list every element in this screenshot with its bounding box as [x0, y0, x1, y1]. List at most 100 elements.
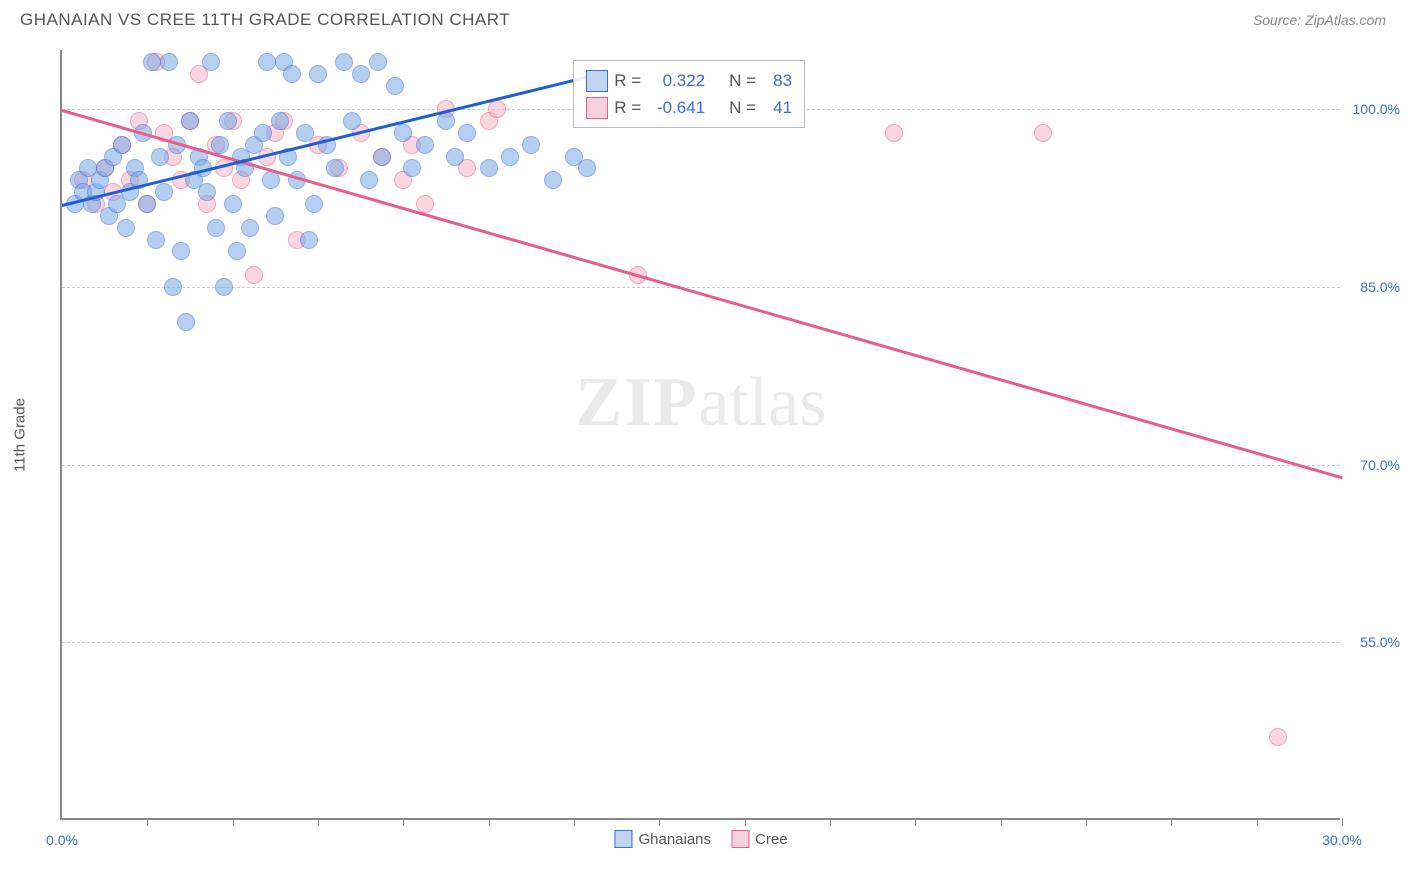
ghanaians-swatch-icon: [586, 70, 608, 92]
xtick: [574, 818, 575, 826]
n-value: 41: [762, 94, 792, 121]
data-point: [544, 171, 562, 189]
xtick: [147, 818, 148, 826]
data-point: [245, 266, 263, 284]
cree-swatch-icon: [586, 97, 608, 119]
data-point: [394, 124, 412, 142]
xtick: [1342, 818, 1343, 826]
data-point: [138, 195, 156, 213]
xtick: [318, 818, 319, 826]
legend-item: Ghanaians: [614, 830, 711, 848]
watermark: ZIPatlas: [576, 363, 827, 443]
y-axis-label: 11th Grade: [12, 398, 29, 472]
data-point: [177, 313, 195, 331]
data-point: [403, 159, 421, 177]
data-point: [155, 183, 173, 201]
data-point: [373, 148, 391, 166]
data-point: [215, 278, 233, 296]
data-point: [480, 159, 498, 177]
data-point: [522, 136, 540, 154]
data-point: [219, 112, 237, 130]
data-point: [437, 112, 455, 130]
gridline: [62, 287, 1340, 288]
data-point: [266, 207, 284, 225]
legend-label: Cree: [755, 831, 788, 848]
r-value: 0.322: [647, 67, 705, 94]
xtick: [1257, 818, 1258, 826]
source-label: Source: ZipAtlas.com: [1253, 12, 1386, 28]
data-point: [147, 231, 165, 249]
data-point: [352, 65, 370, 83]
data-point: [1034, 124, 1052, 142]
xtick: [745, 818, 746, 826]
n-label: N =: [729, 94, 756, 121]
r-value: -0.641: [647, 94, 705, 121]
data-point: [113, 136, 131, 154]
n-value: 83: [762, 67, 792, 94]
data-point: [283, 65, 301, 83]
ytick-label: 70.0%: [1345, 457, 1400, 473]
data-point: [360, 171, 378, 189]
data-point: [885, 124, 903, 142]
xtick: [1001, 818, 1002, 826]
legend-label: Ghanaians: [638, 831, 711, 848]
gridline: [62, 642, 1340, 643]
chart-title: GHANAIAN VS CREE 11TH GRADE CORRELATION …: [20, 10, 510, 30]
r-label: R =: [614, 67, 641, 94]
xtick: [233, 818, 234, 826]
data-point: [343, 112, 361, 130]
xtick: [489, 818, 490, 826]
data-point: [181, 112, 199, 130]
data-point: [172, 242, 190, 260]
xtick: [915, 818, 916, 826]
series-legend: Ghanaians Cree: [614, 830, 787, 848]
data-point: [254, 124, 272, 142]
data-point: [1269, 728, 1287, 746]
ytick-label: 85.0%: [1345, 279, 1400, 295]
data-point: [151, 148, 169, 166]
data-point: [386, 77, 404, 95]
xtick-label: 0.0%: [46, 832, 78, 848]
ytick-label: 100.0%: [1345, 101, 1400, 117]
data-point: [488, 100, 506, 118]
xtick-label: 30.0%: [1322, 832, 1362, 848]
data-point: [207, 219, 225, 237]
data-point: [202, 53, 220, 71]
data-point: [198, 183, 216, 201]
cree-swatch-icon: [731, 830, 749, 848]
xtick: [1086, 818, 1087, 826]
data-point: [262, 171, 280, 189]
data-point: [335, 53, 353, 71]
chart-area: 11th Grade ZIPatlas 55.0%70.0%85.0%100.0…: [60, 50, 1340, 820]
scatter-plot: ZIPatlas 55.0%70.0%85.0%100.0%0.0%30.0%R…: [60, 50, 1340, 820]
data-point: [305, 195, 323, 213]
ghanaians-swatch-icon: [614, 830, 632, 848]
data-point: [296, 124, 314, 142]
xtick: [659, 818, 660, 826]
r-label: R =: [614, 94, 641, 121]
xtick: [830, 818, 831, 826]
data-point: [143, 53, 161, 71]
data-point: [241, 219, 259, 237]
data-point: [160, 53, 178, 71]
data-point: [369, 53, 387, 71]
n-label: N =: [729, 67, 756, 94]
data-point: [228, 242, 246, 260]
xtick: [1171, 818, 1172, 826]
correlation-row: R =-0.641 N =41: [586, 94, 792, 121]
ytick-label: 55.0%: [1345, 634, 1400, 650]
xtick: [403, 818, 404, 826]
data-point: [326, 159, 344, 177]
data-point: [446, 148, 464, 166]
data-point: [224, 195, 242, 213]
data-point: [578, 159, 596, 177]
correlation-legend: R =0.322 N =83 R =-0.641 N =41: [573, 60, 805, 128]
correlation-row: R =0.322 N =83: [586, 67, 792, 94]
data-point: [258, 53, 276, 71]
data-point: [211, 136, 229, 154]
legend-item: Cree: [731, 830, 788, 848]
data-point: [501, 148, 519, 166]
data-point: [164, 278, 182, 296]
data-point: [271, 112, 289, 130]
trend-line: [62, 109, 1343, 479]
